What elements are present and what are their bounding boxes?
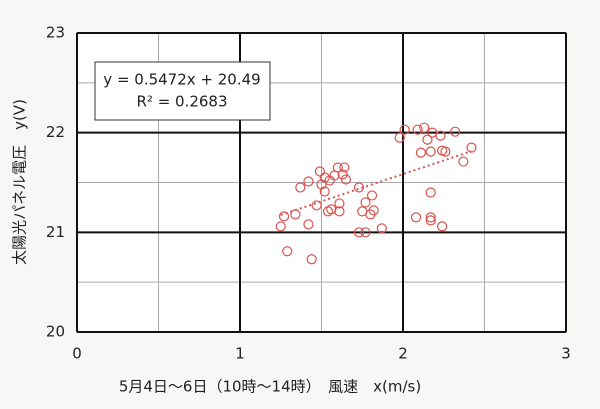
y-tick-label: 22 <box>46 123 65 141</box>
point <box>290 209 301 220</box>
point <box>303 219 314 230</box>
trendline <box>280 150 472 216</box>
point <box>399 124 410 135</box>
point <box>337 169 348 180</box>
point <box>282 246 293 257</box>
point <box>425 212 436 223</box>
point <box>412 124 423 135</box>
point <box>319 186 330 197</box>
point <box>435 130 446 141</box>
point <box>415 147 427 158</box>
y-tick-label: 23 <box>46 24 65 42</box>
point <box>440 146 451 157</box>
point <box>366 190 378 201</box>
point <box>425 146 436 157</box>
point <box>466 142 477 153</box>
x-axis-label: 5月4日～6日（10時～14時） 風速 x(m/s) <box>119 378 421 396</box>
point <box>278 211 290 222</box>
point <box>339 162 350 173</box>
point <box>425 187 436 198</box>
point <box>316 179 327 190</box>
point <box>394 132 405 143</box>
y-tick-label: 20 <box>46 323 65 341</box>
point <box>353 227 365 238</box>
x-tick-label: 0 <box>72 345 82 363</box>
point <box>319 172 330 183</box>
point <box>360 227 371 238</box>
annotation: y = 0.5472x + 20.49 <box>103 71 260 89</box>
point <box>419 122 430 133</box>
y-axis-label: 太陽光パネル電圧 y(V) <box>11 99 29 265</box>
x-tick-label: 2 <box>398 345 408 363</box>
point <box>368 205 379 216</box>
point <box>295 182 306 193</box>
point <box>376 223 387 234</box>
point <box>314 166 325 177</box>
point <box>334 198 345 209</box>
point <box>334 206 345 217</box>
annotation-box <box>94 61 271 121</box>
point <box>425 215 436 226</box>
point <box>458 156 469 167</box>
point <box>360 197 371 208</box>
point <box>410 212 422 223</box>
annotation: R² = 0.2683 <box>136 93 227 111</box>
x-tick-label: 1 <box>235 345 245 363</box>
point <box>311 200 322 211</box>
point <box>303 176 314 187</box>
x-tick-label: 3 <box>561 345 571 363</box>
point <box>340 174 352 185</box>
point <box>353 182 365 193</box>
point <box>306 254 317 265</box>
point <box>322 206 334 217</box>
point <box>422 134 433 145</box>
point <box>275 221 286 232</box>
y-tick-label: 21 <box>46 223 65 241</box>
point <box>437 221 448 232</box>
point <box>450 126 461 137</box>
point <box>332 162 343 173</box>
